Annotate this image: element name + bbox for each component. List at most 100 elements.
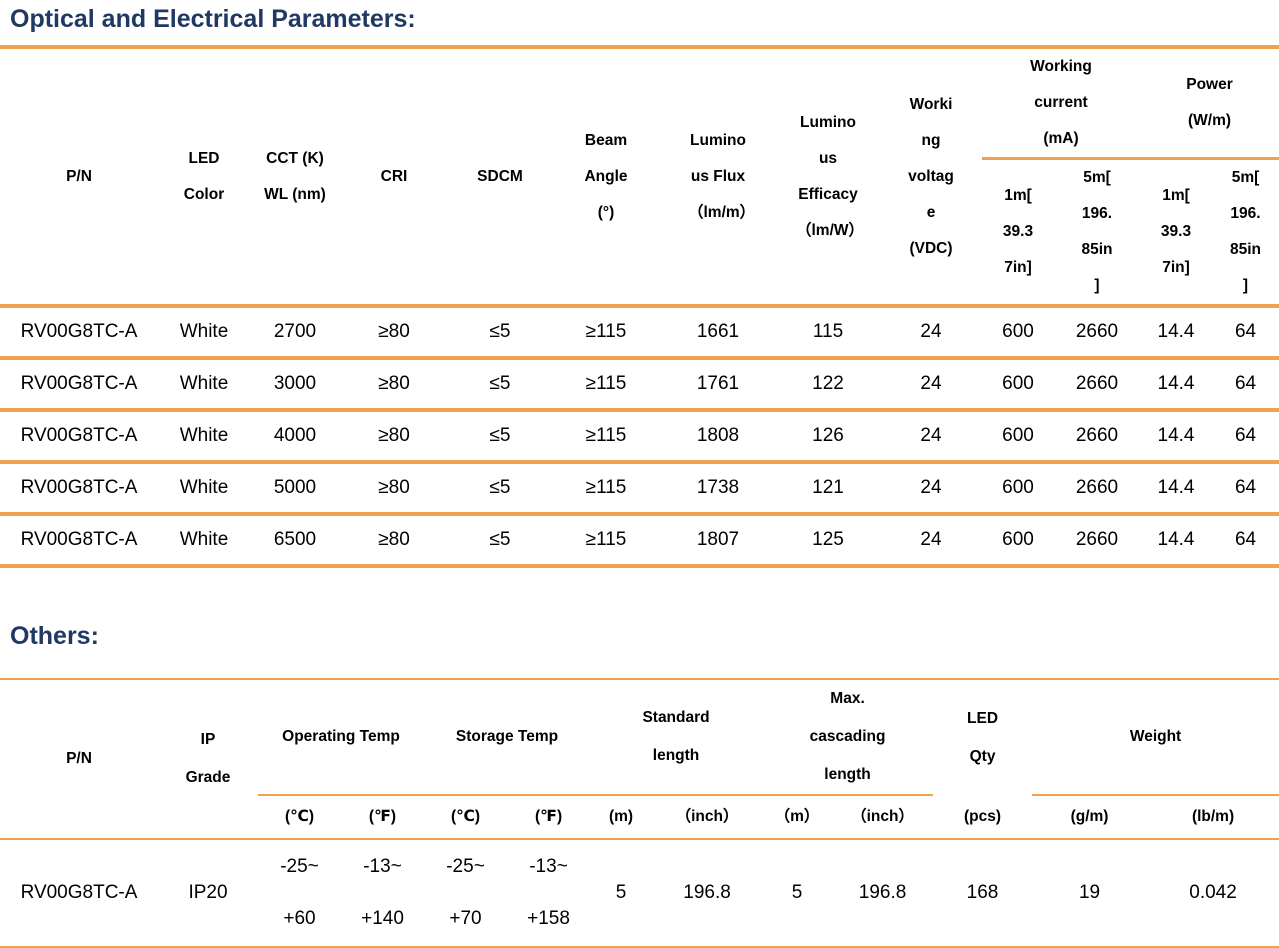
cell-sdcm: ≤5 [448,356,552,410]
cell-cascading-m: 5 [762,838,833,947]
cell-working-voltage: 24 [880,356,982,410]
cell-power-1m: 14.4 [1140,512,1212,566]
cell-cri: ≥80 [340,304,448,358]
cell-working-voltage: 24 [880,408,982,462]
cell-luminous-efficacy: 122 [776,356,880,410]
cell-working-voltage: 24 [880,512,982,566]
weight-group-label: Weight [1129,728,1182,745]
cascading-inch-header: （inch） [851,808,914,825]
cell-power-1m: 14.4 [1140,356,1212,410]
cell-led-color: White [158,304,250,358]
cell-current-1m: 600 [982,356,1054,410]
cell-pn: RV00G8TC-A [0,408,158,462]
others-table: P/N IP Grade Operating Temp Storage Temp… [0,678,1279,948]
cell-standard-m: 5 [590,838,653,947]
cell-luminous-efficacy: 126 [776,408,880,462]
cell-led-color: White [158,408,250,462]
optical-row-3000: RV00G8TC-A White 3000 ≥80 ≤5 ≥115 1761 1… [0,356,1279,410]
cell-power-1m: 14.4 [1140,304,1212,358]
led-qty-header: LED Qty [933,679,1032,795]
cell-luminous-flux: 1808 [660,408,776,462]
cell-power-1m: 14.4 [1140,460,1212,514]
cell-current-1m: 600 [982,304,1054,358]
optical-header-row-groups: P/N LED Color CCT (K) WL (nm) CRI SDCM B… [0,47,1279,257]
g-per-m-header: (g/m) [1070,808,1109,825]
cell-cct: 5000 [250,460,340,514]
cell-luminous-flux: 1738 [660,460,776,514]
cell-cri: ≥80 [340,408,448,462]
luminous-efficacy-header: Luminous Efficacy（lm/W） [776,47,880,306]
cell-beam-angle: ≥115 [552,512,660,566]
cell-pn: RV00G8TC-A [0,460,158,514]
ip-grade-header: IP Grade [158,679,258,839]
cct-header-label: CCT (K) WL (nm) [264,149,326,203]
max-cascading-group-label: Max. cascading length [809,690,886,783]
pn-header: P/N [0,679,158,839]
current-1m-label: 1m[39.37in] [1002,187,1034,276]
cell-current-1m: 600 [982,512,1054,566]
cri-header-label: CRI [380,167,408,185]
cell-beam-angle: ≥115 [552,304,660,358]
cell-sdcm: ≤5 [448,408,552,462]
cell-current-5m: 2660 [1054,512,1140,566]
cell-luminous-efficacy: 121 [776,460,880,514]
standard-length-group-header: Standard length [590,679,763,796]
power-5m-label: 5m[196.85in] [1229,169,1261,294]
cell-current-5m: 2660 [1054,460,1140,514]
optical-row-5000: RV00G8TC-A White 5000 ≥80 ≤5 ≥115 1738 1… [0,460,1279,514]
luminous-efficacy-header-label: Luminous Efficacy（lm/W） [796,113,865,239]
cell-luminous-efficacy: 125 [776,512,880,566]
cell-power-5m: 64 [1212,356,1279,410]
power-1m-header: 1m[39.37in] [1140,159,1212,307]
cell-cct: 4000 [250,408,340,462]
power-1m-label: 1m[39.37in] [1160,187,1192,276]
cell-current-1m: 600 [982,408,1054,462]
cell-working-voltage: 24 [880,304,982,358]
cell-cri: ≥80 [340,460,448,514]
optical-header-row-subcols: 1m[39.37in] 5m[196.85in] 1m[39.37in] 5m[… [0,159,1279,307]
cell-power-5m: 64 [1212,408,1279,462]
standard-inch-header: （inch） [675,808,739,825]
cell-luminous-flux: 1807 [660,512,776,566]
cell-cri: ≥80 [340,512,448,566]
cell-cct: 3000 [250,356,340,410]
cascading-m-header: （m） [774,808,820,825]
pcs-header: (pcs) [964,807,1002,825]
cell-current-5m: 2660 [1054,304,1140,358]
led-qty-header-label: LED Qty [967,709,999,765]
cell-power-5m: 64 [1212,512,1279,566]
cell-luminous-flux: 1761 [660,356,776,410]
cell-cct: 2700 [250,304,340,358]
max-cascading-group-header: Max. cascading length [762,679,934,796]
optical-section-title: Optical and Electrical Parameters: [10,5,416,33]
cell-current-1m: 600 [982,460,1054,514]
cell-power-5m: 64 [1212,304,1279,358]
cell-working-voltage: 24 [880,460,982,514]
working-current-group-label: Working current (mA) [1030,58,1092,147]
cell-led-color: White [158,512,250,566]
cell-beam-angle: ≥115 [552,356,660,410]
optical-row-4000: RV00G8TC-A White 4000 ≥80 ≤5 ≥115 1808 1… [0,408,1279,462]
cell-g-per-m: 19 [1032,838,1148,947]
beam-angle-header: Beam Angle (°) [552,47,660,306]
cell-beam-angle: ≥115 [552,408,660,462]
storage-c-header: (℃) [450,808,481,825]
beam-angle-header-label: Beam Angle (°) [584,131,628,221]
pn-header-label: P/N [66,167,92,185]
current-5m-label: 5m[196.85in] [1081,169,1113,294]
lb-per-m-header: (lb/m) [1191,808,1235,825]
cell-storage-f: -13~ +158 [507,838,591,947]
sdcm-header-label: SDCM [477,167,523,185]
cell-led-qty: 168 [933,838,1033,947]
others-row: RV00G8TC-A IP20 -25~ +60 -13~ +140 -25~ … [0,838,1279,947]
cell-led-color: White [158,460,250,514]
cell-standard-inch: 196.8 [652,838,763,947]
storage-temp-group-label: Storage Temp [455,728,559,745]
power-group-label: Power (W/m) [1186,76,1233,129]
others-header-row-groups: P/N IP Grade Operating Temp Storage Temp… [0,679,1279,796]
cell-operating-c: -25~ +60 [258,838,341,947]
current-5m-header: 5m[196.85in] [1054,159,1140,307]
operating-c-header: (℃) [284,808,315,825]
cell-beam-angle: ≥115 [552,460,660,514]
